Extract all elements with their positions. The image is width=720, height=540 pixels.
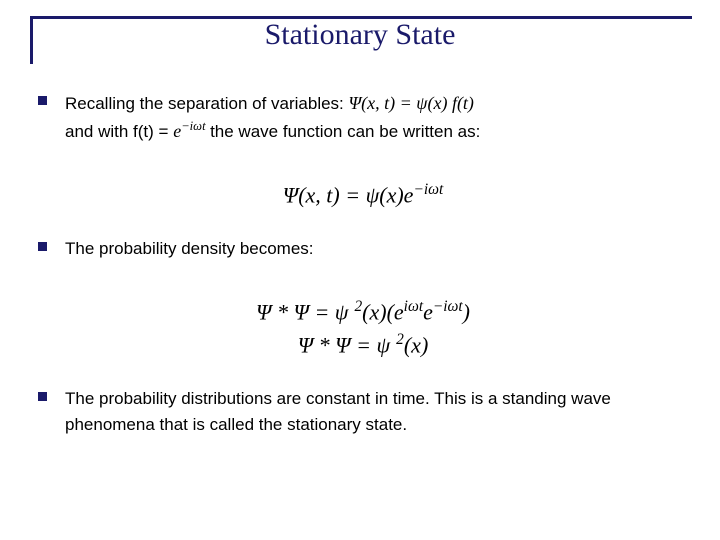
- bullet-text: The probability distributions are consta…: [65, 386, 688, 437]
- bullet-item: Recalling the separation of variables: Ψ…: [38, 90, 688, 145]
- eq-fragment: Ψ * Ψ = ψ: [298, 332, 390, 357]
- slide-title: Stationary State: [0, 18, 720, 52]
- eq-base: e: [173, 121, 181, 141]
- equation-line: Ψ * Ψ = ψ 2(x)(eiωte−iωt): [38, 298, 688, 325]
- eq-fragment: ): [463, 299, 470, 324]
- equation-centered: Ψ * Ψ = ψ2(x)(eiωte−iωt) Ψ * Ψ = ψ2(x): [38, 298, 688, 359]
- text-fragment: Recalling the separation of variables:: [65, 94, 349, 113]
- bullet-icon: [38, 242, 47, 251]
- equation-line: Ψ * Ψ = ψ 2(x): [38, 331, 688, 358]
- bullet-item: The probability distributions are consta…: [38, 386, 688, 437]
- eq-fragment: (x)(e: [362, 299, 404, 324]
- bullet-text: The probability density becomes:: [65, 236, 688, 262]
- equation-inline: e−iωt: [173, 121, 210, 141]
- eq-superscript: 2: [354, 298, 362, 315]
- eq-superscript: 2: [396, 331, 404, 348]
- bullet-item: The probability density becomes:: [38, 236, 688, 262]
- bullet-icon: [38, 392, 47, 401]
- eq-fragment: Ψ(x, t) = ψ(x)e: [283, 182, 414, 207]
- equation-inline: Ψ(x, t) = ψ(x) f(t): [349, 93, 474, 113]
- bullet-text: Recalling the separation of variables: Ψ…: [65, 90, 688, 145]
- slide-content: Recalling the separation of variables: Ψ…: [38, 90, 688, 437]
- bullet-icon: [38, 96, 47, 105]
- equation-line: Ψ(x, t) = ψ(x)e−iωt: [38, 181, 688, 208]
- eq-superscript: −iωt: [413, 181, 443, 198]
- eq-superscript: iωt: [404, 298, 423, 315]
- eq-fragment: (x): [404, 332, 428, 357]
- eq-superscript: −iωt: [181, 119, 205, 133]
- text-fragment: and with f(t) =: [65, 122, 173, 141]
- eq-superscript: −iωt: [433, 298, 463, 315]
- equation-centered: Ψ(x, t) = ψ(x)e−iωt: [38, 181, 688, 208]
- text-fragment: the wave function can be written as:: [210, 122, 480, 141]
- eq-fragment: e: [423, 299, 433, 324]
- eq-fragment: Ψ * Ψ = ψ: [256, 299, 348, 324]
